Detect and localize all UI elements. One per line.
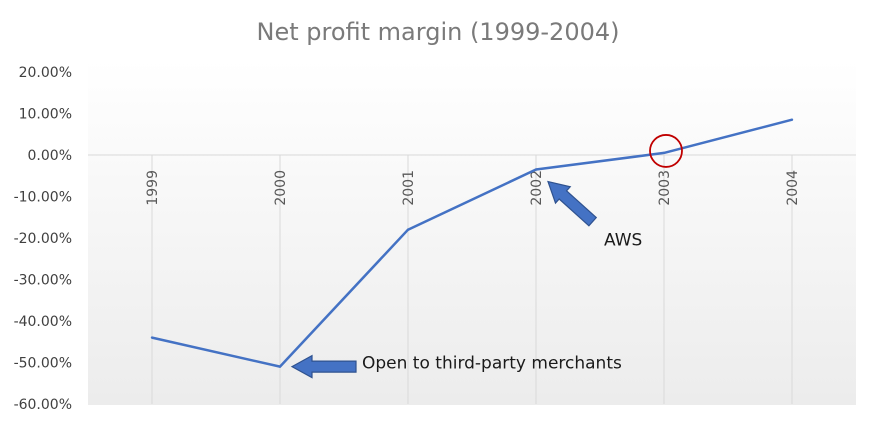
plot-background — [88, 60, 856, 405]
y-tick-label: -40.00% — [14, 314, 72, 330]
x-tick-label-2002: 2002 — [529, 170, 545, 206]
x-tick-label-2004: 2004 — [785, 170, 801, 206]
x-tick-label-2001: 2001 — [401, 170, 417, 206]
highlight-circle-2003 — [649, 134, 683, 168]
grid-layer — [151, 155, 793, 404]
data-point-2002 — [534, 168, 538, 171]
chart-title: Net profit margin (1999-2004) — [257, 18, 620, 46]
arrow-third-party — [290, 354, 357, 379]
y-tick-label: 20.00% — [19, 65, 72, 81]
arrow-aws — [547, 180, 598, 227]
y-tick-label: -30.00% — [14, 273, 72, 289]
line-layer — [150, 118, 794, 368]
y-tick-label: -10.00% — [14, 190, 72, 206]
annotation-aws: AWS — [604, 231, 642, 251]
data-point-2000 — [278, 365, 282, 368]
annotation-third-party: Open to third-party merchants — [362, 354, 622, 374]
x-tick-label-2003: 2003 — [657, 170, 673, 206]
series-line — [151, 118, 793, 368]
y-tick-label: -20.00% — [14, 231, 72, 247]
data-point-2004 — [790, 118, 794, 121]
x-tick-label-2000: 2000 — [273, 170, 289, 206]
y-tick-label: 10.00% — [19, 107, 72, 123]
x-tick-label-1999: 1999 — [145, 170, 161, 206]
data-point-2001 — [406, 228, 410, 231]
y-tick-label: -50.00% — [14, 356, 72, 372]
axis-layer: 20.00% 10.00% 0.00% -10.00% -20.00% -30.00% -4… — [14, 65, 856, 413]
y-tick-label: 0.00% — [28, 148, 72, 164]
annotation-layer: Open to third-party merchants AWS — [290, 134, 683, 379]
y-tick-label: -60.00% — [14, 397, 72, 413]
data-point-1999 — [150, 336, 154, 339]
data-point-2003 — [662, 151, 666, 155]
